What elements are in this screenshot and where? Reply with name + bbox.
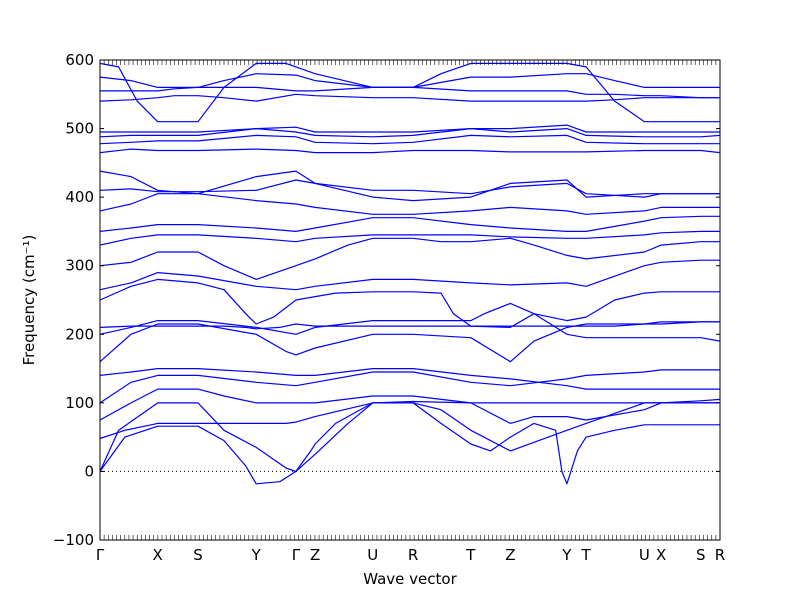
x-tick-label: Y	[561, 546, 572, 564]
x-tick-label: R	[715, 546, 725, 564]
band-line-13	[99, 230, 720, 246]
band-line-22	[99, 93, 720, 102]
x-tick-label: S	[696, 546, 706, 564]
band-line-10	[99, 278, 720, 328]
band-line-12	[99, 237, 720, 280]
x-tick-label: Γ	[96, 546, 105, 564]
y-tick-marks	[100, 59, 720, 541]
band-line-17	[99, 170, 720, 202]
band-line-16	[99, 179, 720, 198]
band-line-19	[99, 134, 720, 145]
band-line-15	[99, 193, 720, 215]
x-tick-label: Z	[505, 546, 515, 564]
x-tick-label: Y	[251, 546, 262, 564]
band-line-7	[99, 321, 720, 363]
band-line-9	[99, 321, 720, 330]
band-line-4	[99, 388, 720, 421]
x-tick-label: X	[153, 546, 163, 564]
band-line-18	[99, 148, 721, 154]
x-tick-label: S	[193, 546, 203, 564]
x-axis-label: Wave vector	[363, 570, 457, 588]
band-line-24	[99, 73, 720, 88]
band-line-6	[99, 368, 720, 390]
band-line-11	[99, 259, 720, 291]
y-tick-label: 200	[65, 325, 94, 343]
band-line-5	[99, 369, 720, 404]
band-line-1	[99, 402, 720, 485]
y-tick-label: 500	[65, 120, 94, 138]
x-tick-marks	[99, 60, 721, 540]
y-tick-label: 400	[65, 188, 94, 206]
x-tick-label: R	[408, 546, 418, 564]
band-line-20	[99, 128, 721, 138]
y-tick-label: 600	[65, 51, 94, 69]
y-tick-labels: −100 0 100 200 300 400 500 600	[53, 51, 94, 549]
y-tick-label: 100	[65, 394, 94, 412]
x-tick-label: Γ	[292, 546, 301, 564]
band-line-21	[100, 124, 720, 133]
x-tick-label: T	[465, 546, 476, 564]
x-tick-label: U	[367, 546, 378, 564]
band-line-25	[99, 62, 720, 123]
x-tick-label: X	[656, 546, 666, 564]
band-line-2	[99, 398, 721, 472]
x-tick-label: U	[639, 546, 650, 564]
x-tick-label: Z	[310, 546, 320, 564]
y-axis-label: Frequency (cm⁻¹)	[20, 235, 38, 366]
band-lines	[99, 62, 721, 485]
band-line-3	[99, 402, 720, 452]
y-tick-label: −100	[53, 531, 94, 549]
band-line-8	[99, 302, 721, 342]
x-tick-label: T	[580, 546, 591, 564]
y-tick-label: 0	[84, 462, 94, 480]
y-tick-label: 300	[65, 257, 94, 275]
band-line-14	[99, 215, 720, 232]
